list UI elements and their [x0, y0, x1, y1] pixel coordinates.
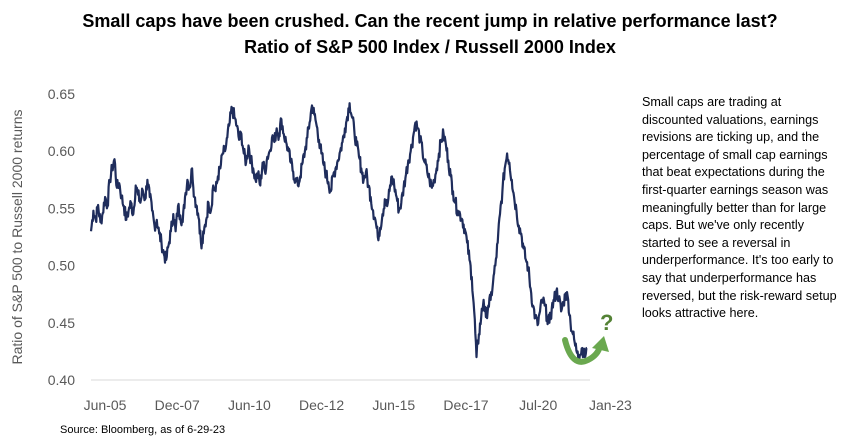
x-tick-labels: Jun-05 Dec-07 Jun-10 Dec-12 Jun-15 Dec-17 Jul-…	[84, 397, 632, 413]
x-tick-label: Jun-15	[372, 397, 415, 413]
x-tick-label: Dec-12	[299, 397, 344, 413]
source-note: Source: Bloomberg, as of 6-29-23	[60, 424, 226, 436]
question-mark: ?	[600, 310, 613, 335]
y-tick-label: 0.60	[48, 143, 75, 159]
curved-up-arrow-icon	[562, 337, 603, 365]
x-tick-label: Dec-17	[443, 397, 488, 413]
x-tick-label: Dec-07	[155, 397, 200, 413]
y-tick-label: 0.45	[48, 315, 75, 331]
x-tick-label: Jan-23	[589, 397, 632, 413]
chart-title-line-1: Small caps have been crushed. Can the re…	[82, 11, 778, 31]
commentary-text: Small caps are trading at discounted val…	[642, 95, 837, 321]
series-line-ratio	[89, 102, 588, 360]
y-axis-label: Ratio of S&P 500 to Russell 2000 returns	[9, 109, 25, 364]
y-tick-label: 0.40	[48, 372, 75, 388]
y-tick-label: 0.50	[48, 258, 75, 274]
x-tick-label: Jun-10	[228, 397, 271, 413]
reversal-annotation: ?	[562, 310, 613, 365]
y-tick-label: 0.55	[48, 200, 75, 216]
chart-title-line-2: Ratio of S&P 500 Index / Russell 2000 In…	[244, 37, 616, 57]
arrow-head-icon	[592, 336, 609, 352]
y-tick-label: 0.65	[48, 86, 75, 102]
y-tick-labels: 0.40 0.45 0.50 0.55 0.60 0.65	[48, 86, 75, 388]
x-tick-label: Jun-05	[84, 397, 127, 413]
y-axis-label-group: Ratio of S&P 500 to Russell 2000 returns	[9, 109, 25, 364]
x-tick-label: Jul-20	[519, 397, 557, 413]
